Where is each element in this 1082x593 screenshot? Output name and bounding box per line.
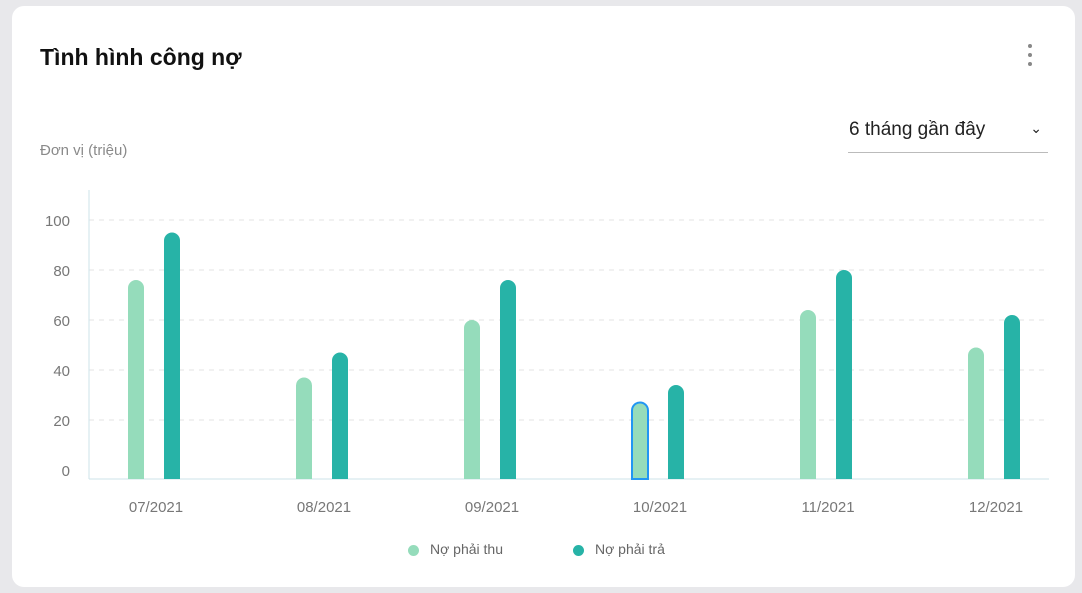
y-tick-label: 100 — [45, 213, 70, 230]
y-tick-label: 0 — [62, 463, 70, 480]
bar-receivable[interactable] — [631, 401, 649, 480]
bar-receivable[interactable] — [968, 347, 984, 480]
y-tick-label: 40 — [53, 363, 70, 380]
bar-payable[interactable] — [164, 232, 180, 480]
bar-payable[interactable] — [1004, 315, 1020, 479]
legend-label-receivable: Nợ phải thu — [430, 541, 504, 557]
x-tick-label: 10/2021 — [633, 499, 687, 516]
x-tick-label: 11/2021 — [801, 499, 854, 516]
debt-status-card — [12, 6, 1075, 587]
card-title: Tình hình công nợ — [40, 44, 242, 70]
bar-receivable[interactable] — [800, 310, 816, 479]
bar-receivable[interactable] — [128, 280, 144, 479]
period-select[interactable]: 6 tháng gần đây ⌄ — [848, 116, 1048, 153]
x-tick-label: 09/2021 — [465, 499, 519, 516]
chevron-down-icon: ⌄ — [1030, 120, 1042, 136]
bar-payable[interactable] — [668, 385, 684, 479]
bar-receivable[interactable] — [296, 377, 312, 480]
legend-label-payable: Nợ phải trả — [595, 541, 665, 557]
y-tick-label: 80 — [53, 263, 70, 280]
bar-payable[interactable] — [500, 280, 516, 479]
y-tick-label: 60 — [53, 313, 70, 330]
kebab-icon[interactable] — [1022, 44, 1038, 72]
y-tick-label: 20 — [53, 413, 70, 430]
x-tick-label: 12/2021 — [969, 499, 1023, 516]
x-tick-label: 08/2021 — [297, 499, 351, 516]
legend-dot-payable — [573, 544, 584, 556]
legend-dot-receivable — [408, 544, 419, 556]
unit-label: Đơn vị (triệu) — [40, 142, 128, 159]
x-tick-label: 07/2021 — [129, 499, 183, 516]
period-select-value: 6 tháng gần đây — [849, 119, 986, 140]
bar-payable[interactable] — [836, 270, 852, 479]
bar-payable[interactable] — [332, 352, 348, 480]
legend-item-payable[interactable]: Nợ phải trả — [573, 541, 665, 557]
bar-receivable[interactable] — [464, 320, 480, 479]
legend-item-receivable[interactable]: Nợ phải thu — [408, 541, 503, 557]
